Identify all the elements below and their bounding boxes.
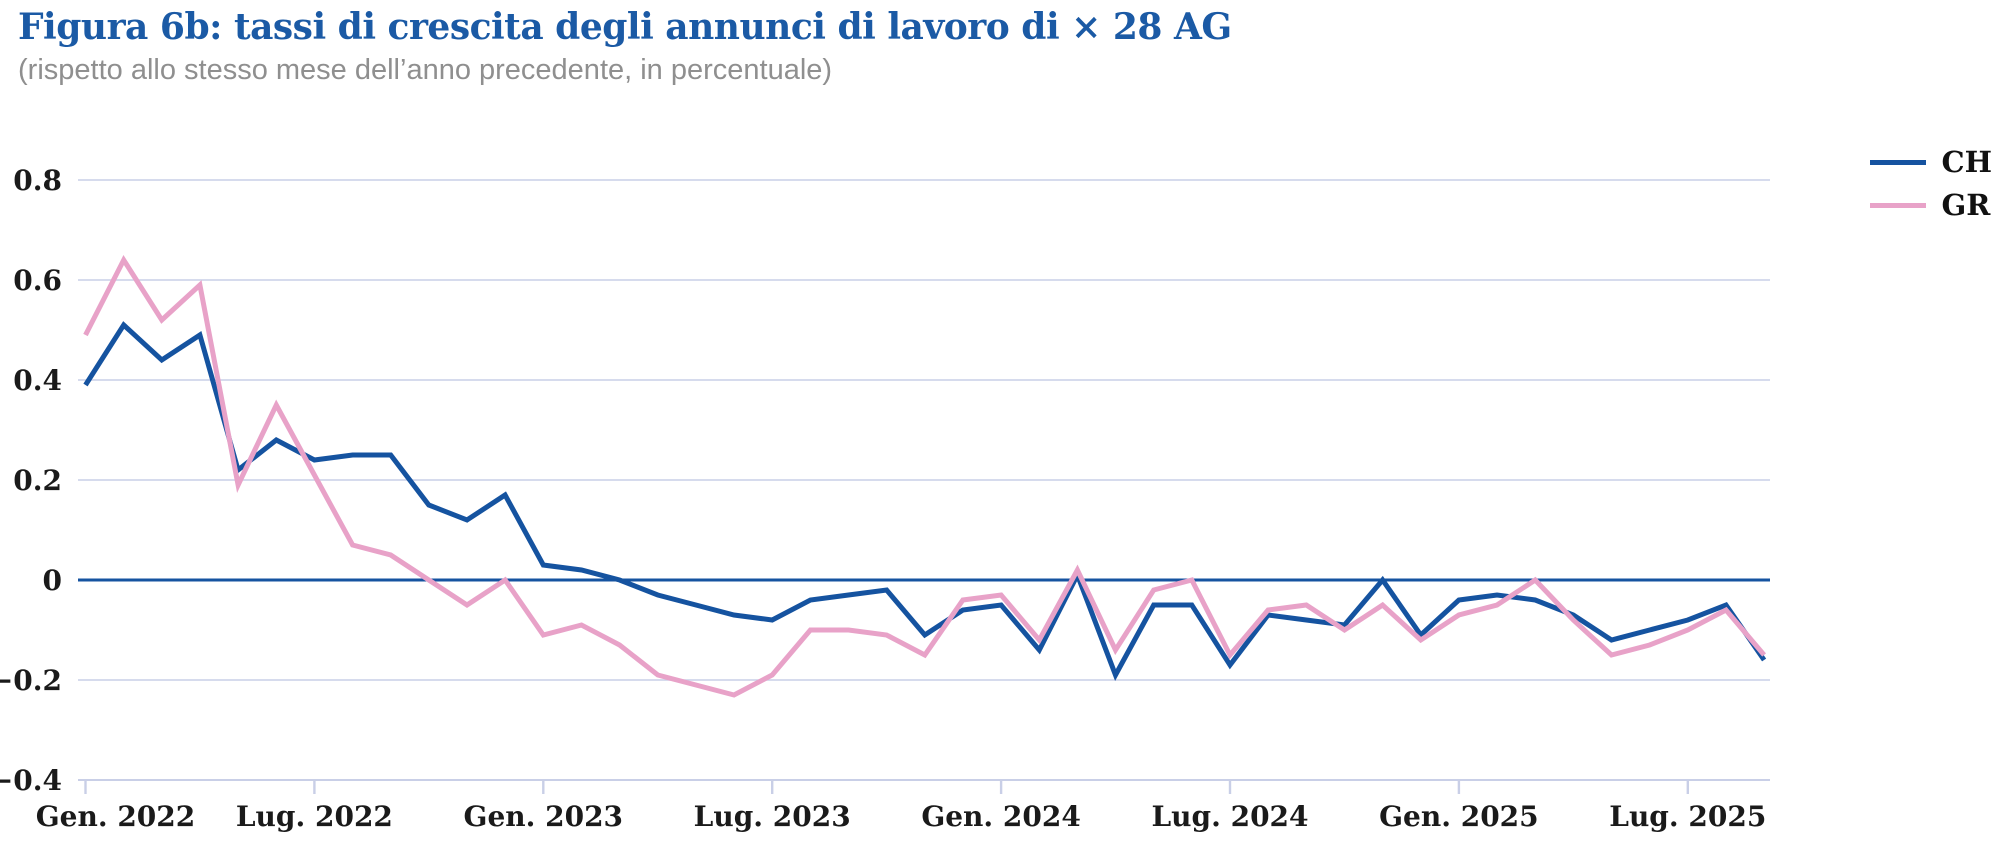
- x-tick-label: Gen. 2022: [36, 800, 196, 833]
- legend-item-ch: CH: [1869, 145, 1992, 179]
- page-subtitle: (rispetto allo stesso mese dell’anno pre…: [18, 54, 833, 86]
- y-tick-label: −0.4: [0, 764, 62, 797]
- x-tick-label: Gen. 2024: [921, 800, 1081, 833]
- y-tick-label: 0.6: [13, 264, 62, 297]
- gr-line-swatch-icon: [1869, 203, 1926, 208]
- series-line-ch: [83, 321, 1767, 681]
- x-tick-label: Lug. 2022: [236, 800, 393, 833]
- chart-legend: CH GR: [1869, 145, 1992, 222]
- page-title: Figura 6b: tassi di crescita degli annun…: [18, 6, 1232, 48]
- legend-label-gr: GR: [1941, 188, 1991, 222]
- legend-item-gr: GR: [1869, 188, 1992, 222]
- ch-line-swatch-icon: [1869, 160, 1926, 165]
- x-tick-label: Lug. 2025: [1609, 800, 1766, 833]
- y-tick-label: 0.8: [13, 164, 62, 197]
- x-tick-label: Gen. 2023: [464, 800, 624, 833]
- x-tick-label: Lug. 2024: [1151, 800, 1308, 833]
- y-tick-label: 0: [43, 564, 62, 597]
- y-tick-label: 0.4: [13, 364, 62, 397]
- x-tick-label: Gen. 2025: [1379, 800, 1539, 833]
- x-tick-label: Lug. 2023: [694, 800, 851, 833]
- legend-label-ch: CH: [1941, 145, 1992, 179]
- series-line-gr: [83, 254, 1767, 698]
- y-tick-label: −0.2: [0, 664, 62, 697]
- y-tick-label: 0.2: [13, 464, 62, 497]
